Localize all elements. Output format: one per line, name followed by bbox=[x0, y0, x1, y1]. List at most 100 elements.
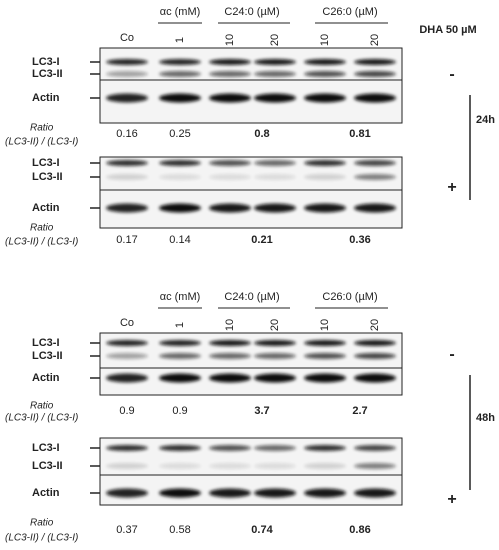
band-label: LC3-I bbox=[32, 56, 60, 68]
ratio-value: 0.14 bbox=[169, 234, 190, 246]
band bbox=[159, 59, 201, 65]
band bbox=[304, 353, 346, 359]
band bbox=[304, 488, 346, 498]
band-label: Actin bbox=[32, 487, 60, 499]
band-label: LC3-I bbox=[32, 157, 60, 169]
blot-box bbox=[99, 47, 403, 124]
band bbox=[354, 71, 396, 77]
band-label: Actin bbox=[32, 372, 60, 384]
ratio-label: Ratio bbox=[30, 518, 54, 529]
band bbox=[354, 203, 396, 213]
dose-label: 10 bbox=[319, 319, 331, 331]
band bbox=[254, 445, 296, 451]
band bbox=[209, 93, 251, 103]
band bbox=[106, 59, 148, 65]
ratio-value: 0.16 bbox=[116, 128, 137, 140]
band bbox=[159, 203, 201, 213]
band bbox=[209, 353, 251, 359]
ratio-value: 0.9 bbox=[119, 405, 134, 417]
ratio-label: (LC3-II) / (LC3-I) bbox=[5, 237, 78, 248]
blot-box bbox=[99, 332, 403, 396]
band bbox=[254, 340, 296, 346]
band bbox=[209, 445, 251, 451]
dose-label: 1 bbox=[174, 322, 186, 328]
band bbox=[304, 160, 346, 166]
band bbox=[254, 71, 296, 77]
band bbox=[354, 488, 396, 498]
control-label: Co bbox=[120, 32, 134, 44]
dha-sign: + bbox=[447, 491, 456, 508]
dose-label: 20 bbox=[269, 319, 281, 331]
band bbox=[159, 373, 201, 383]
dha-sign: - bbox=[449, 346, 454, 363]
band bbox=[254, 59, 296, 65]
band bbox=[209, 71, 251, 77]
band bbox=[106, 174, 148, 180]
band bbox=[354, 463, 396, 469]
ratio-value: 0.17 bbox=[116, 234, 137, 246]
band bbox=[304, 203, 346, 213]
ratio-label: (LC3-II) / (LC3-I) bbox=[5, 533, 78, 544]
band-label: LC3-II bbox=[32, 171, 63, 183]
band bbox=[106, 203, 148, 213]
band bbox=[106, 340, 148, 346]
ratio-value: 0.81 bbox=[349, 128, 370, 140]
band bbox=[159, 160, 201, 166]
ratio-value: 0.25 bbox=[169, 128, 190, 140]
dha-label: DHA 50 µM bbox=[419, 24, 476, 36]
control-label: Co bbox=[120, 317, 134, 329]
band bbox=[304, 463, 346, 469]
treatment-label: C26:0 (µM) bbox=[322, 6, 377, 18]
band bbox=[209, 160, 251, 166]
dose-label: 10 bbox=[319, 34, 331, 46]
band bbox=[254, 160, 296, 166]
treatment-label: αc (mM) bbox=[160, 6, 201, 18]
band bbox=[106, 445, 148, 451]
band bbox=[159, 93, 201, 103]
ratio-value: 0.74 bbox=[251, 524, 273, 536]
band bbox=[106, 93, 148, 103]
band-label: LC3-II bbox=[32, 68, 63, 80]
dha-sign: - bbox=[449, 66, 454, 83]
time-label: 24h bbox=[476, 114, 495, 126]
band bbox=[304, 59, 346, 65]
band bbox=[254, 353, 296, 359]
band bbox=[209, 59, 251, 65]
band-label: LC3-II bbox=[32, 350, 63, 362]
treatment-label: αc (mM) bbox=[160, 291, 201, 303]
dose-label: 20 bbox=[369, 34, 381, 46]
ratio-value: 0.9 bbox=[172, 405, 187, 417]
band bbox=[106, 373, 148, 383]
ratio-value: 2.7 bbox=[352, 405, 367, 417]
band bbox=[159, 463, 201, 469]
time-label: 48h bbox=[476, 412, 495, 424]
band bbox=[159, 353, 201, 359]
ratio-label: Ratio bbox=[30, 401, 54, 412]
band bbox=[354, 340, 396, 346]
ratio-value: 0.86 bbox=[349, 524, 370, 536]
band bbox=[354, 59, 396, 65]
band bbox=[304, 174, 346, 180]
band bbox=[159, 174, 201, 180]
band bbox=[354, 445, 396, 451]
ratio-value: 0.58 bbox=[169, 524, 190, 536]
band bbox=[209, 340, 251, 346]
treatment-label: C26:0 (µM) bbox=[322, 291, 377, 303]
band-label: LC3-I bbox=[32, 337, 60, 349]
ratio-value: 3.7 bbox=[254, 405, 269, 417]
ratio-value: 0.37 bbox=[116, 524, 137, 536]
band bbox=[106, 160, 148, 166]
ratio-label: Ratio bbox=[30, 223, 54, 234]
band-label: LC3-I bbox=[32, 442, 60, 454]
band bbox=[106, 463, 148, 469]
ratio-value: 0.8 bbox=[254, 128, 269, 140]
blot-box bbox=[99, 437, 403, 506]
dose-label: 10 bbox=[224, 34, 236, 46]
band bbox=[106, 488, 148, 498]
band bbox=[304, 340, 346, 346]
ratio-label: Ratio bbox=[30, 123, 54, 134]
band bbox=[159, 340, 201, 346]
dose-label: 20 bbox=[369, 319, 381, 331]
ratio-label: (LC3-II) / (LC3-I) bbox=[5, 413, 78, 424]
